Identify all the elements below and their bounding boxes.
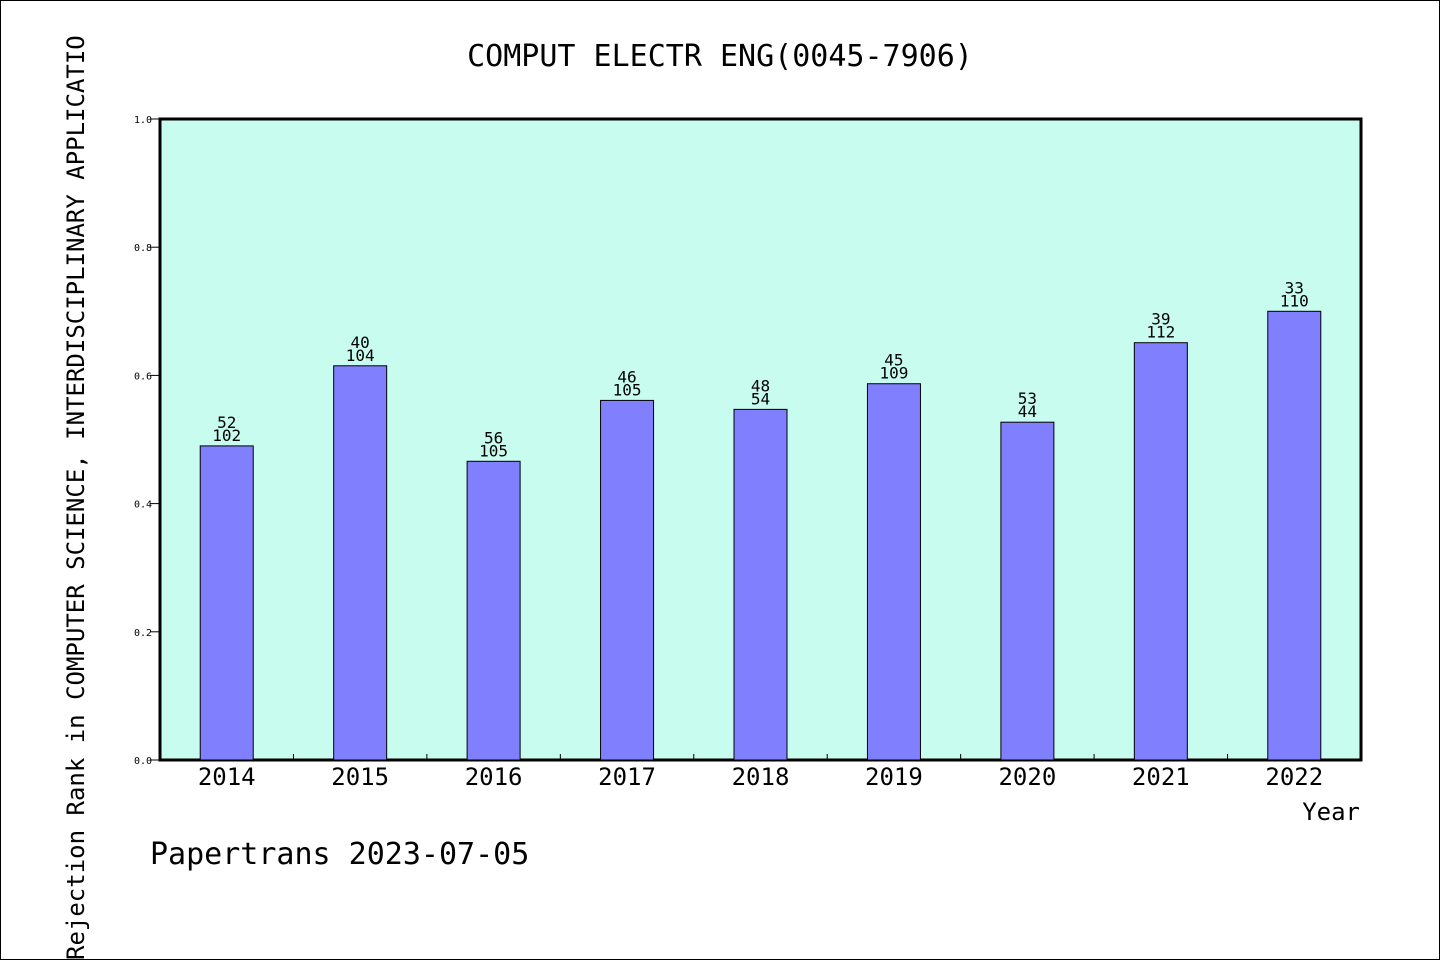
bar-label-top: 33 — [1285, 278, 1304, 297]
y-tick-label: 0.0 — [134, 756, 152, 767]
y-axis-label: Rejection Rank in COMPUTER SCIENCE, INTE… — [62, 35, 90, 960]
y-axis-ticks: 0.0 0.2 0.4 0.6 0.8 1.0 — [134, 115, 160, 767]
x-tick-label: 2014 — [198, 763, 256, 791]
bar-label-top: 39 — [1151, 310, 1170, 329]
bar-label-bottom: 54 — [751, 389, 770, 408]
bar-label-top: 52 — [217, 413, 236, 432]
y-tick-label: 0.6 — [134, 371, 152, 382]
x-tick-label: 2018 — [732, 763, 790, 791]
x-tick-label: 2017 — [598, 763, 656, 791]
y-tick-label: 0.4 — [134, 500, 152, 511]
x-axis-ticks: 2014 2015 2016 2017 2018 2019 2020 2021 2022 — [198, 754, 1323, 791]
x-tick-label: 2021 — [1132, 763, 1190, 791]
x-tick-label: 2015 — [331, 763, 389, 791]
footer-source-date: Papertrans 2023-07-05 — [150, 837, 529, 872]
bar-2014 — [199, 445, 254, 761]
bar-label-bottom: 104 — [346, 346, 375, 365]
x-axis-label: Year — [1302, 798, 1360, 826]
bar-2017 — [600, 399, 655, 761]
bar-2018 — [733, 408, 788, 761]
x-tick-label: 2022 — [1265, 763, 1323, 791]
bar-label-top: 45 — [884, 351, 903, 370]
bar-2019 — [866, 383, 921, 761]
bar-2022 — [1267, 310, 1322, 761]
x-tick-label: 2019 — [865, 763, 923, 791]
bar-label-top: 48 — [751, 376, 770, 395]
y-tick-label: 0.2 — [134, 628, 152, 639]
bar-2015 — [333, 365, 388, 761]
bar-label-top: 53 — [1018, 389, 1037, 408]
bar-label-top: 56 — [484, 428, 503, 447]
x-tick-label: 2016 — [465, 763, 523, 791]
bar-label-bottom: 112 — [1146, 323, 1175, 342]
y-tick-label: 0.8 — [134, 243, 152, 254]
bar-label-bottom: 105 — [479, 441, 508, 460]
x-tick-label: 2020 — [998, 763, 1056, 791]
bar-label-bottom: 110 — [1280, 291, 1309, 310]
bar-label-bottom: 102 — [212, 426, 241, 445]
y-tick-label: 1.0 — [134, 115, 152, 126]
chart-title: COMPUT ELECTR ENG(0045-7906) — [467, 39, 973, 74]
bar-label-bottom: 44 — [1018, 402, 1037, 421]
bar-2016 — [466, 460, 521, 761]
bar-label-top: 46 — [617, 367, 636, 386]
bar-2020 — [1000, 421, 1055, 761]
bar-2021 — [1133, 342, 1188, 761]
bar-label-bottom: 105 — [613, 380, 642, 399]
bar-label-top: 40 — [351, 333, 370, 352]
bar-label-bottom: 109 — [879, 364, 908, 383]
